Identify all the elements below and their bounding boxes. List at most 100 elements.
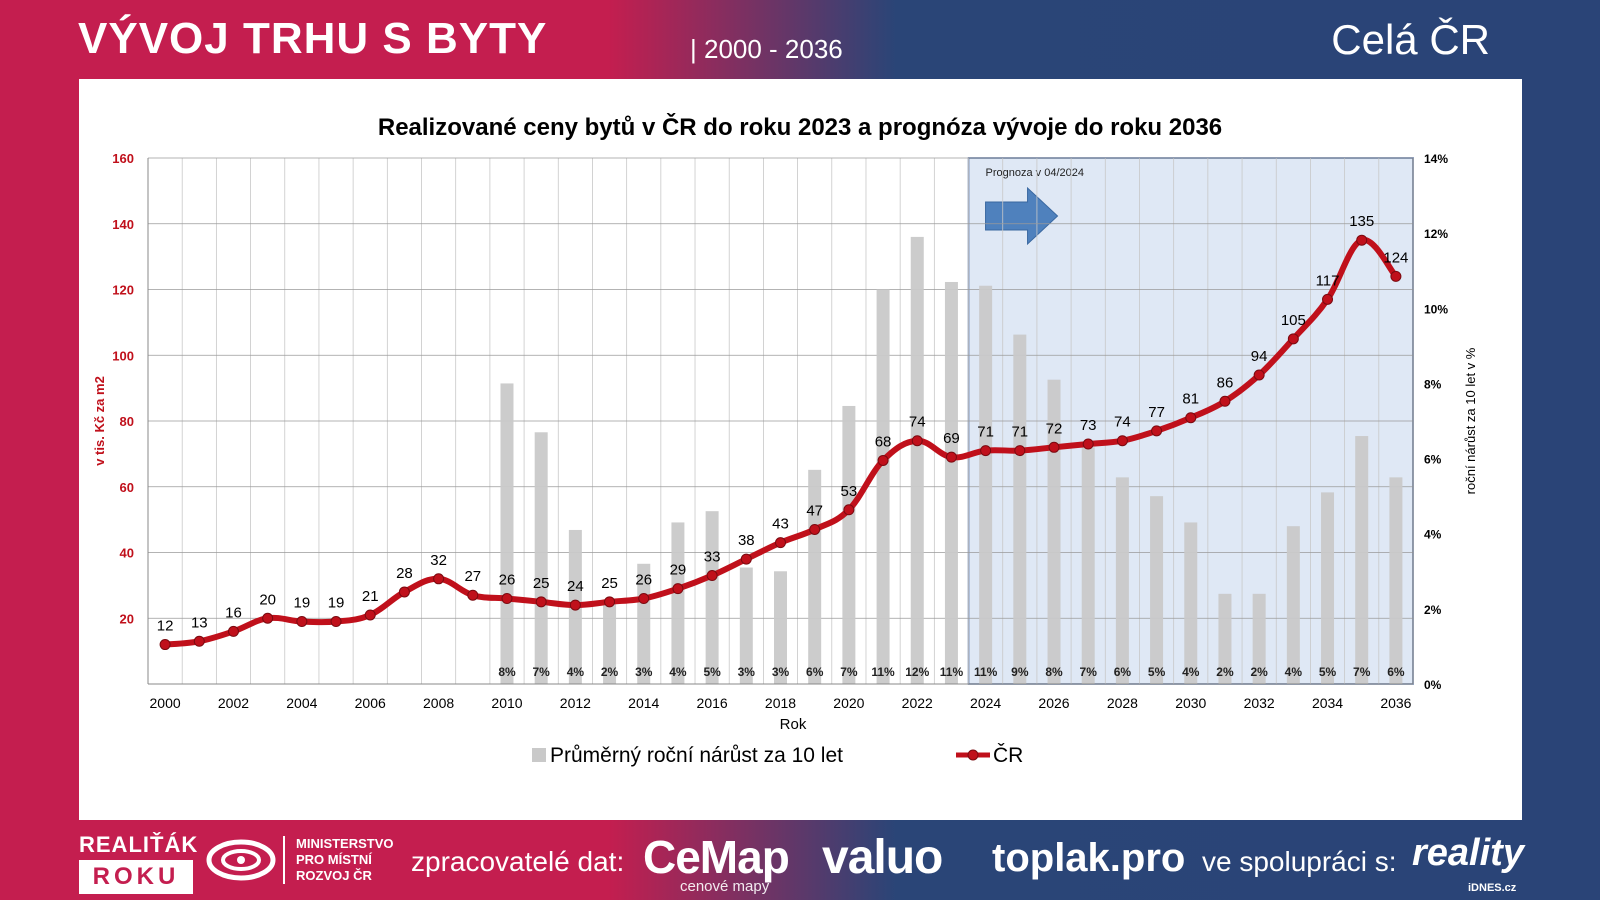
y-tick-label: 20 <box>120 611 134 626</box>
bar-data-label: 5% <box>1148 665 1166 679</box>
price-data-label: 20 <box>259 591 276 608</box>
price-point <box>1390 270 1402 282</box>
processors-label: zpracovatelé dat: <box>411 846 625 877</box>
chart-title: Realizované ceny bytů v ČR do roku 2023 … <box>378 113 1222 141</box>
price-data-label: 27 <box>464 568 481 585</box>
growth-bar <box>637 563 651 684</box>
y2-tick-label: 2% <box>1424 603 1442 617</box>
bar-data-label: 7% <box>840 665 858 679</box>
bar-data-label: 2% <box>1250 665 1268 679</box>
price-point <box>330 616 342 628</box>
price-point <box>1185 412 1197 424</box>
bar-data-label: 6% <box>1387 665 1405 679</box>
growth-bar <box>979 285 993 684</box>
y2-tick-label: 10% <box>1424 302 1448 316</box>
y-tick-label: 60 <box>120 480 134 495</box>
price-point <box>877 454 889 466</box>
price-data-label: 21 <box>362 588 379 605</box>
price-data-label: 33 <box>704 549 721 566</box>
x-tick-label: 2022 <box>902 695 933 711</box>
price-data-label: 94 <box>1251 348 1268 365</box>
price-data-label: 19 <box>294 595 311 612</box>
bar-data-label: 4% <box>567 665 585 679</box>
price-data-label: 72 <box>1046 420 1063 437</box>
x-tick-label: 2016 <box>697 695 728 711</box>
price-data-label: 13 <box>191 614 208 631</box>
cemap-subtitle: cenové mapy <box>680 878 770 895</box>
cemap-logo: CeMap <box>643 831 790 883</box>
growth-bar <box>739 567 753 684</box>
price-data-label: 25 <box>601 575 618 592</box>
price-point <box>296 616 308 628</box>
price-data-label: 105 <box>1281 312 1306 329</box>
y-tick-label: 120 <box>112 283 134 298</box>
growth-bar <box>1115 477 1129 684</box>
bar-data-label: 5% <box>1319 665 1337 679</box>
ministry-line: ROZVOJ ČR <box>296 868 372 883</box>
price-point <box>1356 234 1368 246</box>
price-data-label: 25 <box>533 575 550 592</box>
year-range: | 2000 - 2036 <box>690 34 843 64</box>
x-tick-label: 2032 <box>1244 695 1275 711</box>
growth-bar <box>1047 379 1061 684</box>
price-data-label: 117 <box>1316 272 1340 289</box>
price-point <box>604 596 616 608</box>
growth-bar <box>1081 447 1095 684</box>
bar-data-label: 4% <box>669 665 687 679</box>
legend: Průměrný roční nárůst za 10 let ČR <box>532 744 1023 767</box>
x-tick-label: 2014 <box>628 695 659 711</box>
price-chart: Realizované ceny bytů v ČR do roku 2023 … <box>92 113 1478 767</box>
price-data-label: 24 <box>567 578 584 595</box>
y2-tick-label: 8% <box>1424 377 1442 391</box>
reality-idnes-subtitle: iDNES.cz <box>1468 882 1517 894</box>
growth-bar <box>1252 593 1266 684</box>
price-point <box>227 625 239 637</box>
price-point <box>1048 441 1060 453</box>
ministry-name: MINISTERSTVO PRO MÍSTNÍ ROZVOJ ČR <box>296 836 394 884</box>
price-data-label: 68 <box>875 433 892 450</box>
forecast-label: Prognoza v 04/2024 <box>986 167 1084 179</box>
y2-tick-label: 0% <box>1424 678 1442 692</box>
price-point <box>706 570 718 582</box>
growth-bar <box>1184 522 1198 684</box>
price-point <box>501 593 513 605</box>
price-point <box>398 586 410 598</box>
growth-bar <box>1355 436 1369 684</box>
legend-line-label: ČR <box>993 744 1023 767</box>
y-tick-label: 80 <box>120 414 134 429</box>
y2-tick-label: 14% <box>1424 152 1448 166</box>
price-point <box>569 599 581 611</box>
price-data-label: 81 <box>1182 391 1199 408</box>
realitak-logo-text: REALIŤÁK <box>79 832 199 857</box>
price-point <box>193 635 205 647</box>
price-data-label: 86 <box>1217 374 1234 391</box>
bar-data-label: 8% <box>498 665 516 679</box>
price-data-label: 135 <box>1349 213 1374 230</box>
x-tick-label: 2000 <box>150 695 181 711</box>
x-tick-label: 2026 <box>1038 695 1069 711</box>
growth-bar <box>910 236 924 684</box>
price-data-label: 69 <box>943 430 960 447</box>
roku-badge: ROKU <box>79 860 193 894</box>
legend-line-marker <box>967 749 979 761</box>
chart-panel: Realizované ceny bytů v ČR do roku 2023 … <box>79 79 1522 820</box>
price-data-label: 73 <box>1080 417 1097 434</box>
price-point <box>945 451 957 463</box>
x-tick-label: 2024 <box>970 695 1001 711</box>
growth-bar <box>774 571 787 684</box>
price-point <box>672 583 684 595</box>
x-tick-label: 2028 <box>1107 695 1138 711</box>
price-data-label: 12 <box>157 618 174 635</box>
price-data-label: 26 <box>635 572 652 589</box>
growth-bar <box>808 469 822 684</box>
growth-bar <box>1150 496 1164 684</box>
growth-bar <box>500 383 514 684</box>
forecast-arrow-icon <box>985 186 1059 246</box>
legend-bar-swatch <box>532 748 546 762</box>
price-point <box>467 589 479 601</box>
x-tick-label: 2006 <box>355 695 386 711</box>
x-tick-label: 2036 <box>1380 695 1411 711</box>
price-data-label: 29 <box>670 562 687 579</box>
y-axis-title: v tis. Kč za m2 <box>92 376 107 466</box>
bar-data-label: 6% <box>806 665 824 679</box>
